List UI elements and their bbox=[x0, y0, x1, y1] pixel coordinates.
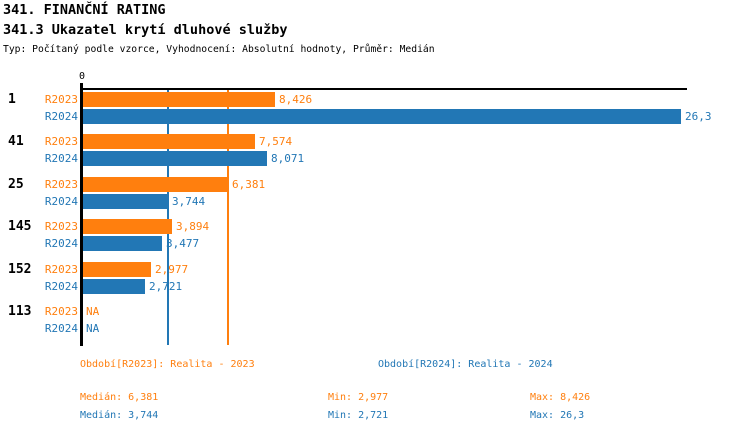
stat-median-r2024: Medián: 3,744 bbox=[80, 410, 159, 421]
bar-r2024 bbox=[83, 151, 267, 166]
bar-r2023 bbox=[83, 262, 151, 277]
stat-median-r2023: Medián: 6,381 bbox=[80, 392, 159, 403]
bar-r2024 bbox=[83, 236, 162, 251]
stat-min-r2023: Min: 2,977 bbox=[328, 392, 389, 403]
bar-r2024 bbox=[83, 109, 681, 124]
legend-period-r2023: Období[R2023]: Realita - 2023 bbox=[80, 359, 255, 370]
row-group-label: 145 bbox=[8, 219, 32, 234]
stat-max-r2023: Max: 8,426 bbox=[530, 392, 591, 403]
row-series-label-r2023: R2023 bbox=[44, 178, 78, 191]
row-series-label-r2024: R2024 bbox=[44, 152, 78, 165]
bar-value-label-r2023: 3,894 bbox=[176, 220, 210, 233]
stat-min-r2024: Min: 2,721 bbox=[328, 410, 389, 421]
row-group-label: 152 bbox=[8, 262, 32, 277]
bar-value-label-r2023: 8,426 bbox=[279, 93, 313, 106]
stat-max-r2024: Max: 26,3 bbox=[530, 410, 585, 421]
median-gridline-r2024 bbox=[167, 90, 169, 345]
bar-r2023 bbox=[83, 177, 228, 192]
report-title: 341. FINANČNÍ RATING bbox=[3, 2, 166, 18]
bar-r2024 bbox=[83, 194, 168, 209]
report-subtitle: 341.3 Ukazatel krytí dluhové služby bbox=[3, 22, 288, 38]
bar-value-label-r2023: 2,977 bbox=[155, 263, 189, 276]
bar-value-label-r2024: NA bbox=[86, 322, 100, 335]
bar-value-label-r2024: 8,071 bbox=[271, 152, 305, 165]
bar-r2023 bbox=[83, 134, 255, 149]
x-axis-zero-tick-label: 0 bbox=[78, 71, 86, 82]
bar-value-label-r2024: 2,721 bbox=[149, 280, 183, 293]
y-axis-line bbox=[80, 83, 83, 346]
row-series-label-r2024: R2024 bbox=[44, 110, 78, 123]
row-group-label: 25 bbox=[8, 177, 24, 192]
row-group-label: 1 bbox=[8, 92, 16, 107]
row-series-label-r2024: R2024 bbox=[44, 237, 78, 250]
bar-r2023 bbox=[83, 219, 172, 234]
row-series-label-r2024: R2024 bbox=[44, 280, 78, 293]
x-axis-line bbox=[82, 88, 687, 90]
row-series-label-r2023: R2023 bbox=[44, 263, 78, 276]
bar-r2023 bbox=[83, 92, 275, 107]
bar-value-label-r2024: 3,477 bbox=[166, 237, 200, 250]
row-series-label-r2024: R2024 bbox=[44, 195, 78, 208]
row-series-label-r2023: R2023 bbox=[44, 305, 78, 318]
row-series-label-r2024: R2024 bbox=[44, 322, 78, 335]
row-series-label-r2023: R2023 bbox=[44, 135, 78, 148]
row-group-label: 113 bbox=[8, 304, 32, 319]
bar-r2024 bbox=[83, 279, 145, 294]
bar-value-label-r2023: NA bbox=[86, 305, 100, 318]
bar-value-label-r2024: 3,744 bbox=[172, 195, 206, 208]
bar-value-label-r2023: 7,574 bbox=[259, 135, 293, 148]
report-meta-line: Typ: Počítaný podle vzorce, Vyhodnocení:… bbox=[3, 44, 435, 55]
median-gridline-r2023 bbox=[227, 90, 229, 345]
bar-value-label-r2023: 6,381 bbox=[232, 178, 266, 191]
legend-period-r2024: Období[R2024]: Realita - 2024 bbox=[378, 359, 553, 370]
row-series-label-r2023: R2023 bbox=[44, 220, 78, 233]
row-group-label: 41 bbox=[8, 134, 24, 149]
bar-value-label-r2024: 26,3 bbox=[685, 110, 712, 123]
row-series-label-r2023: R2023 bbox=[44, 93, 78, 106]
